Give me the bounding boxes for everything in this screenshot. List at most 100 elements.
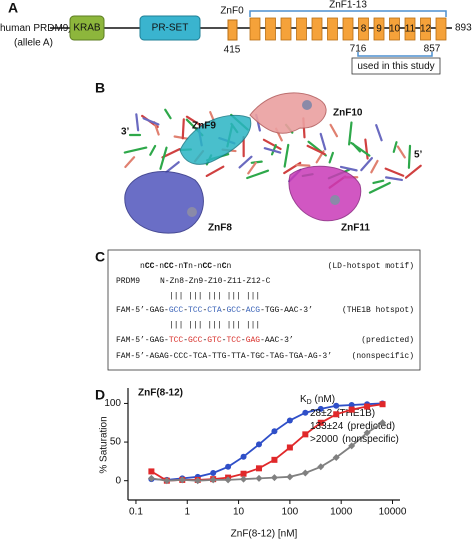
zinc-ion xyxy=(330,195,340,205)
dna-stick xyxy=(181,118,185,140)
znf-box xyxy=(389,17,400,41)
sequence-line: nCC-nCC-nTn-nCC-nCn xyxy=(140,262,232,271)
data-point xyxy=(148,468,155,475)
series-line xyxy=(151,402,383,481)
dna-stick xyxy=(205,165,225,178)
y-tick-label: 100 xyxy=(104,398,121,409)
study-bracket xyxy=(357,52,433,57)
dna-stick xyxy=(375,124,383,142)
dna-stick xyxy=(124,156,136,169)
data-point xyxy=(225,463,232,470)
prset-domain xyxy=(139,15,201,41)
domain-label: PR-SET xyxy=(152,23,189,34)
dna-stick xyxy=(319,132,327,151)
dna-stick xyxy=(370,159,379,174)
sequence-segment: GAG xyxy=(246,336,261,345)
znf10-ribbon xyxy=(249,92,327,134)
dna-stick xyxy=(329,123,339,138)
data-point xyxy=(333,402,340,409)
dna-stick xyxy=(295,163,311,167)
domain-label: KRAB xyxy=(73,23,101,34)
znf-box xyxy=(296,17,307,41)
sequence-segment: - xyxy=(183,336,188,345)
sequence-segment: - xyxy=(202,306,207,315)
sequence-annotation: (predicted) xyxy=(361,336,414,345)
znf-box xyxy=(280,17,292,41)
x-tick-label: 10000 xyxy=(379,507,407,518)
x-tick-label: 1 xyxy=(184,507,190,518)
chart-title: ZnF(8-12) xyxy=(138,388,183,399)
data-point xyxy=(194,477,202,485)
legend-kd: 133±24 xyxy=(310,421,344,432)
panel-c: C nCC-nCC-nTn-nCC-nCn (LD-hotspot motif)P… xyxy=(95,249,421,371)
y-tick-label: 50 xyxy=(110,437,122,448)
dna-stick xyxy=(306,144,326,156)
dna-stick xyxy=(372,179,385,185)
sequence-line: FAM-5’-GAG-TCC-GCC-GTC-TCC-GAG-AAC-3’ xyxy=(116,336,294,345)
dna-stick xyxy=(348,121,353,146)
sequence-segment: CC xyxy=(145,262,155,271)
x-tick-label: 10 xyxy=(233,507,245,518)
data-point xyxy=(255,474,263,482)
dna-stick xyxy=(247,161,257,175)
dna-stick xyxy=(238,155,253,169)
dna-stick xyxy=(263,147,282,154)
dna-stick xyxy=(159,146,168,170)
sequence-segment: CC xyxy=(164,262,174,271)
finger-label: 9 xyxy=(376,24,382,35)
data-point xyxy=(255,441,262,448)
znf-box xyxy=(435,17,447,41)
position-label: 415 xyxy=(224,45,241,56)
dna-stick xyxy=(173,135,189,140)
sequence-segment: T xyxy=(183,262,188,271)
znf8-label: ZnF8 xyxy=(208,223,232,234)
znf-box xyxy=(342,17,354,41)
sequence-segment: TCC xyxy=(226,336,241,345)
data-point xyxy=(286,473,294,481)
alignment-label: PRDM9 xyxy=(116,277,140,286)
data-point xyxy=(301,469,309,477)
dna-stick xyxy=(368,181,391,194)
data-point xyxy=(333,411,340,418)
sequence-segment: - xyxy=(202,336,207,345)
data-point xyxy=(302,431,309,438)
dna-stick xyxy=(392,141,398,153)
znf-bracket xyxy=(249,10,447,17)
znf11-label: ZnF11 xyxy=(341,223,370,234)
data-point xyxy=(147,474,155,482)
znf-array-label: ZnF1-13 xyxy=(329,0,367,11)
data-point xyxy=(286,444,293,451)
study-box xyxy=(351,57,441,75)
data-point xyxy=(348,442,356,450)
legend-header: KD (nM) xyxy=(300,394,335,406)
dna-stick xyxy=(364,138,369,160)
sequence-segment: - xyxy=(183,306,188,315)
data-point xyxy=(317,405,324,412)
data-point xyxy=(270,474,278,482)
x-axis-label: ZnF(8-12) [nM] xyxy=(231,529,298,540)
znf-box xyxy=(265,17,276,41)
data-point xyxy=(271,456,278,463)
sequence-segment: - xyxy=(222,306,227,315)
sequence-segment: CTA xyxy=(207,306,222,315)
dna-stick xyxy=(161,148,181,159)
znf10-label: ZnF10 xyxy=(333,108,363,119)
dna-stick xyxy=(283,143,290,168)
sequence-segment: CC xyxy=(202,262,212,271)
sequence-line: ||| ||| ||| ||| ||| xyxy=(169,321,260,330)
x-tick-label: 1000 xyxy=(330,507,353,518)
sequence-segment: - xyxy=(241,336,246,345)
allele-label: (allele A) xyxy=(14,38,53,49)
y-axis-label: % Saturation xyxy=(99,416,110,473)
data-point xyxy=(224,476,232,484)
panel-b: B ZnF9 ZnF10 ZnF8 ZnF11 3’ 5’ xyxy=(95,80,423,234)
sequence-segment: ||| ||| ||| ||| ||| xyxy=(169,292,260,301)
sequence-segment: GCC xyxy=(188,336,203,345)
sequence-segment: n xyxy=(140,262,145,271)
data-point xyxy=(348,406,355,413)
dna-stick xyxy=(165,161,180,174)
sequence-line: N-Zn8-Zn9-Z10-Z11-Z12-C xyxy=(160,277,271,286)
legend-header-main: K xyxy=(300,394,307,405)
sequence-segment: ACG xyxy=(246,306,261,315)
data-point xyxy=(210,469,217,476)
